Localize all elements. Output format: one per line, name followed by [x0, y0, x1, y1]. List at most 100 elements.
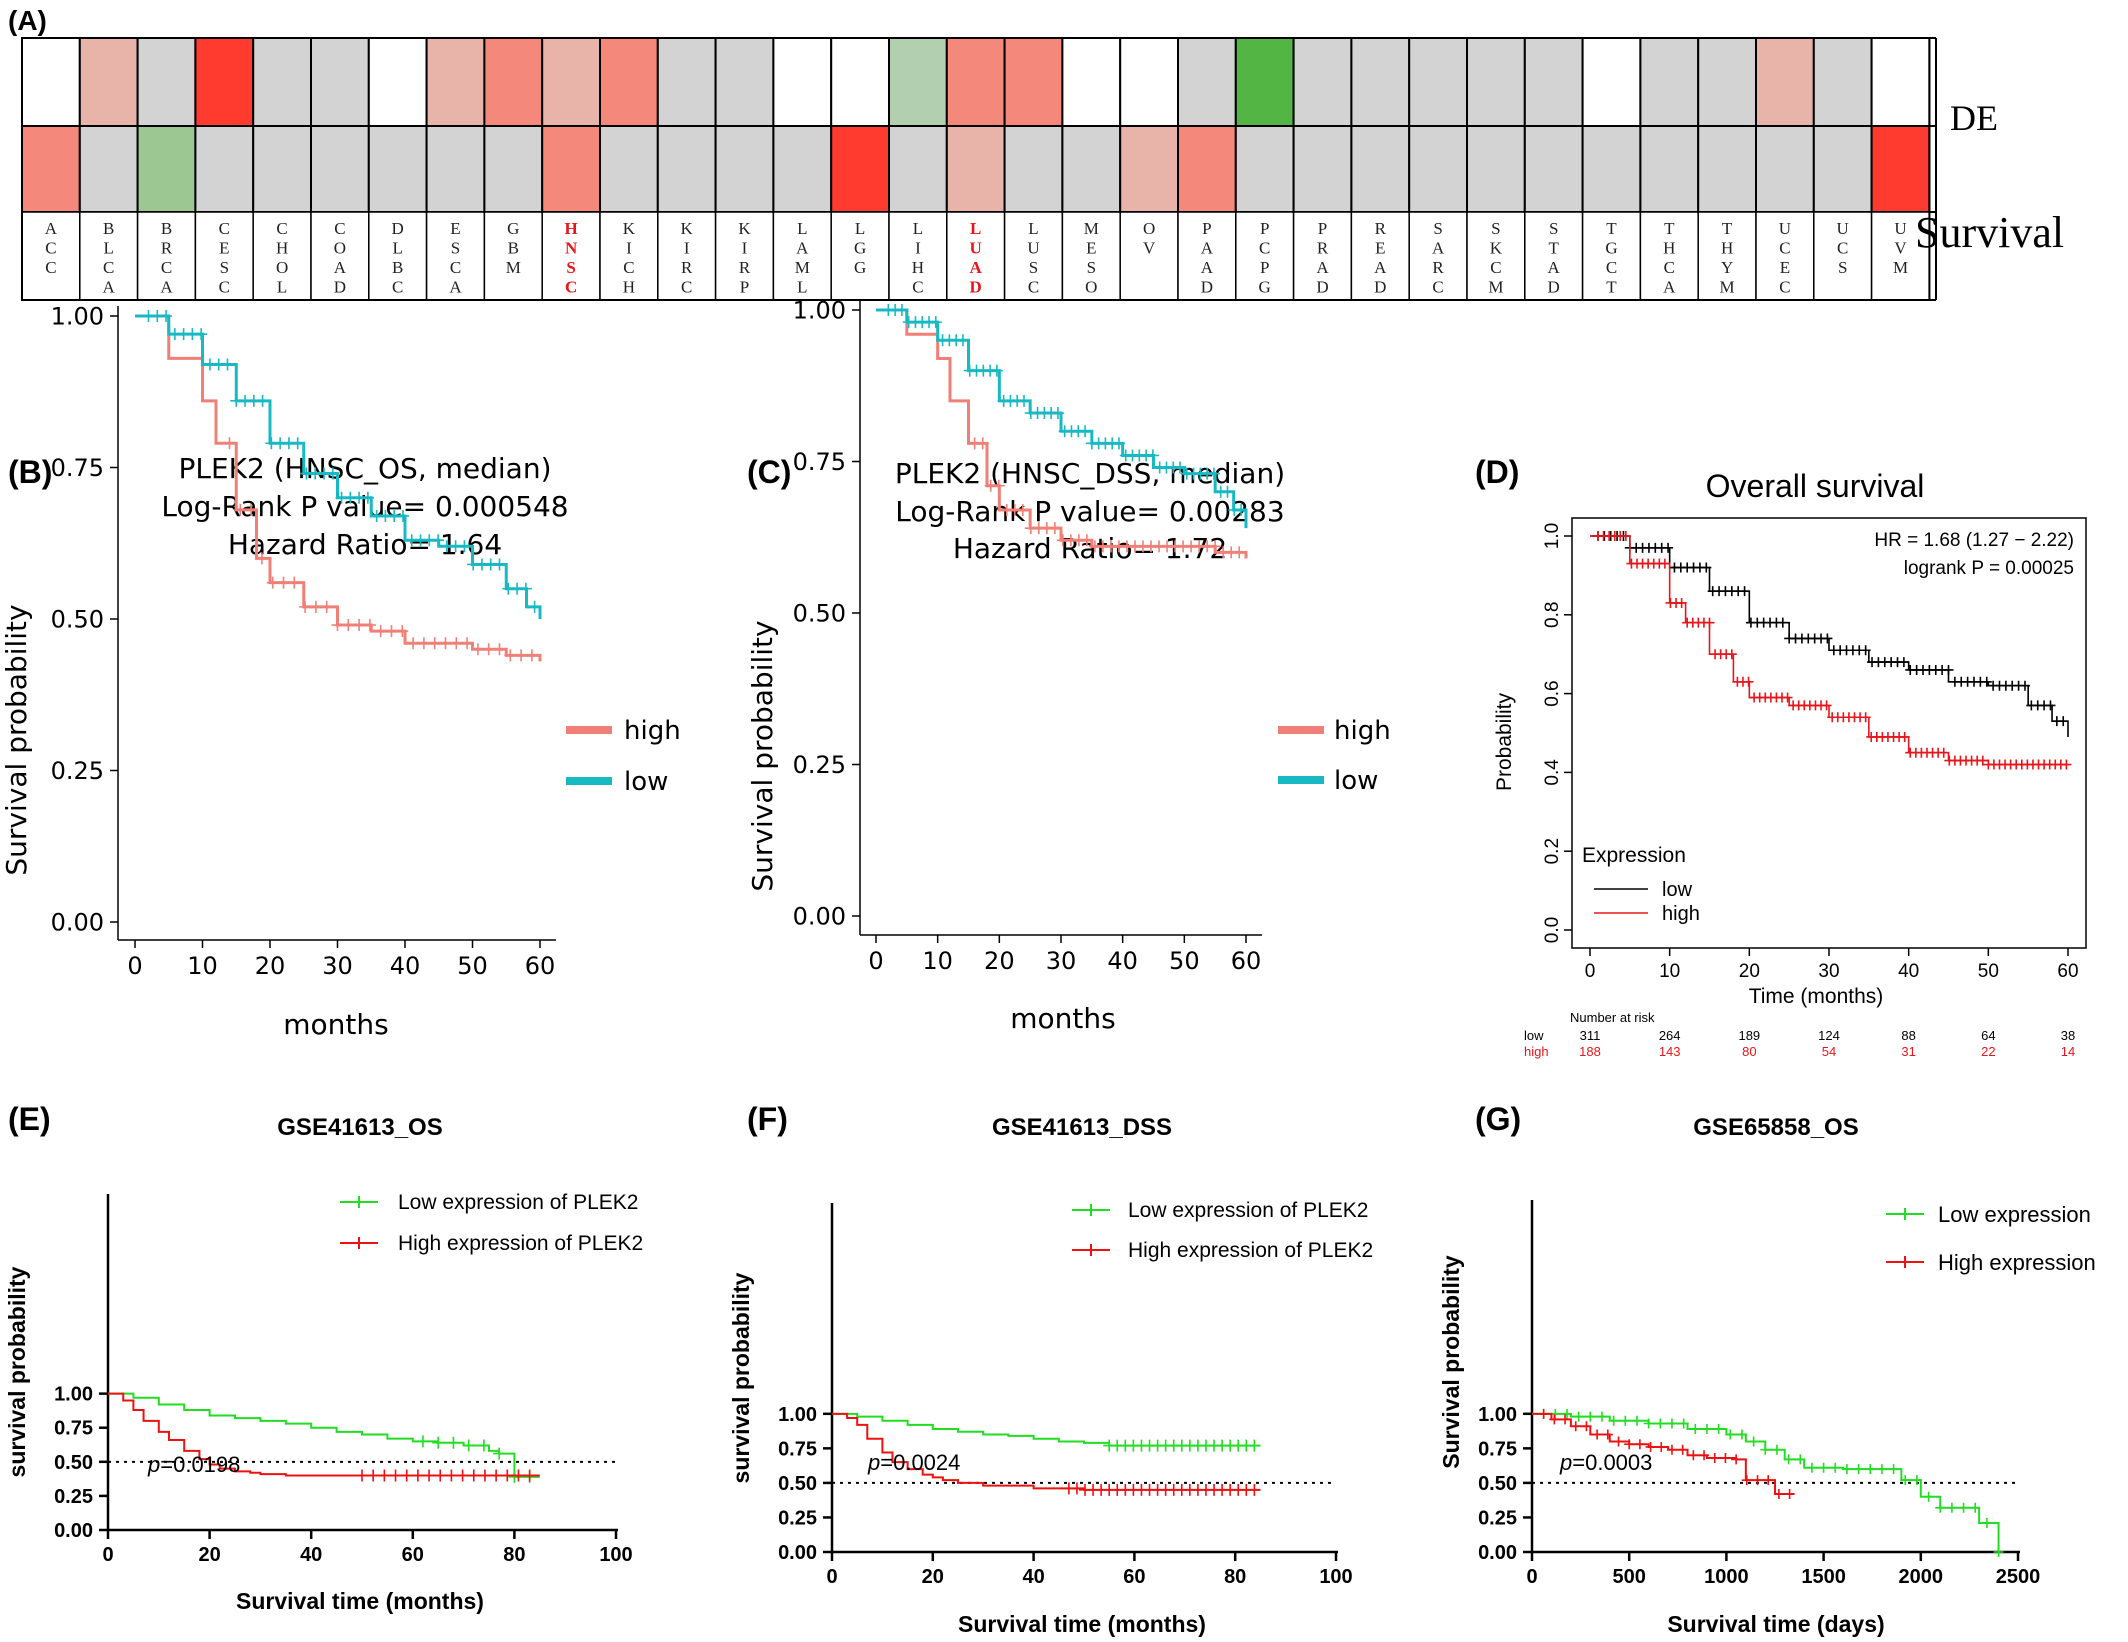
y-tick-label: 0.25	[51, 757, 104, 785]
censor-mark	[1549, 1414, 1560, 1425]
censor-mark	[1018, 394, 1030, 407]
censor-mark	[1248, 1439, 1261, 1452]
heatmap-cell-de	[656, 37, 717, 127]
heatmap-cell-survival	[21, 125, 81, 213]
censor-mark	[1235, 503, 1248, 516]
heatmap-cell-de	[714, 37, 775, 127]
heatmap-label-cell	[1350, 211, 1410, 301]
x-tick-label: 80	[1224, 1566, 1246, 1588]
heatmap-cell-survival	[1466, 125, 1526, 213]
panel-g-ylabel: Survival probability	[1438, 1255, 1464, 1469]
y-tick-label: 0.0	[1542, 917, 1563, 943]
y-tick-label: 0.50	[793, 599, 846, 627]
censor-mark	[1561, 1408, 1572, 1419]
censor-mark	[1743, 676, 1754, 687]
panel-e-title: GSE41613_OS	[277, 1114, 442, 1141]
legend-label-high: High expression of PLEK2	[1128, 1239, 1373, 1262]
censor-mark	[445, 1469, 458, 1482]
panel-d-risk-title: Number at risk	[1570, 1010, 1655, 1025]
legend-label-low: low	[1334, 766, 1378, 796]
x-tick-label: 0	[127, 952, 142, 980]
censor-mark	[501, 1469, 514, 1482]
x-tick-label: 60	[525, 952, 556, 980]
x-tick-label: 50	[1978, 961, 1999, 982]
x-tick-label: 40	[1107, 947, 1138, 975]
heatmap-cell-survival	[830, 125, 891, 213]
heatmap-cell-de	[1003, 37, 1064, 127]
heatmap-cell-de	[1119, 37, 1179, 127]
heatmap-cell-de	[1755, 37, 1815, 127]
heatmap-cell-survival	[1003, 125, 1064, 213]
censor-mark	[1570, 1421, 1581, 1432]
y-tick-label: 0.8	[1542, 602, 1563, 628]
censor-mark	[525, 649, 538, 662]
censor-mark	[1620, 531, 1631, 541]
y-tick-label: 0.75	[1478, 1438, 1517, 1460]
censor-mark	[1741, 1475, 1752, 1486]
censor-mark	[1070, 1482, 1083, 1495]
heatmap-cell-survival	[1639, 125, 1700, 213]
heatmap-cell-survival	[772, 125, 833, 213]
heatmap-cell-de	[194, 37, 255, 127]
censor-mark	[277, 576, 290, 589]
censor-mark	[1981, 1517, 1992, 1528]
plot-frame	[1571, 517, 2087, 949]
censor-mark	[1709, 1453, 1720, 1464]
censor-mark	[299, 600, 312, 613]
heatmap-label-cell	[1235, 211, 1295, 301]
survival-curve-low-expression-of-plek2	[108, 1392, 540, 1478]
censor-mark	[1538, 1408, 1549, 1419]
x-tick-label: 0	[1585, 961, 1596, 982]
heatmap-cell-de	[599, 37, 659, 127]
heatmap-cell-survival	[1812, 125, 1873, 213]
heatmap-cell-de	[1177, 37, 1237, 127]
heatmap-cell-survival	[888, 125, 948, 213]
censor-mark	[478, 1469, 491, 1482]
heatmap-cell-de	[252, 37, 312, 127]
censor-mark	[342, 619, 355, 632]
panel-e-ylabel: survival probability	[4, 1266, 30, 1477]
censor-mark	[1221, 485, 1234, 498]
censor-mark	[1993, 1547, 2004, 1557]
censor-mark	[1233, 546, 1246, 559]
x-tick-label: 30	[1818, 961, 1839, 982]
censor-mark	[1763, 1475, 1774, 1486]
heatmap-cell-survival	[541, 125, 602, 213]
risk-count: 54	[1822, 1044, 1836, 1059]
panel-d-title: Overall survival	[1706, 468, 1925, 504]
censor-mark	[493, 643, 506, 656]
heatmap-cell-survival	[1755, 125, 1815, 213]
panel-c-km-plot: PLEK2 (HNSC_DSS, median) Log-Rank P valu…	[746, 296, 1391, 1035]
heatmap-cell-de	[1697, 37, 1757, 127]
heatmap-cell-de	[310, 37, 370, 127]
y-tick-label: 0.75	[51, 454, 104, 482]
heatmap-label-cell	[310, 211, 370, 301]
heatmap-cell-survival	[1234, 125, 1295, 213]
censor-mark	[2058, 716, 2069, 727]
censor-mark	[1581, 1421, 1592, 1432]
censor-mark	[1016, 503, 1029, 516]
censor-mark	[1806, 1462, 1817, 1473]
censor-mark	[1720, 1453, 1731, 1464]
censor-mark	[1731, 1454, 1742, 1465]
y-tick-label: 0.50	[1478, 1473, 1517, 1495]
censor-mark	[1174, 461, 1187, 474]
censor-mark	[1592, 1429, 1603, 1440]
censor-mark	[331, 619, 344, 632]
censor-mark	[255, 552, 268, 565]
censor-mark	[493, 558, 506, 571]
heatmap-label-cell	[1581, 211, 1642, 301]
heatmap-cell-survival	[1408, 125, 1468, 213]
censor-mark	[356, 1469, 368, 1482]
risk-count: 188	[1579, 1044, 1601, 1059]
panel-d-km-plot: Overall survival HR = 1.68 (1.27 − 2.22)…	[1493, 468, 2087, 1059]
censor-mark	[1634, 1439, 1645, 1450]
